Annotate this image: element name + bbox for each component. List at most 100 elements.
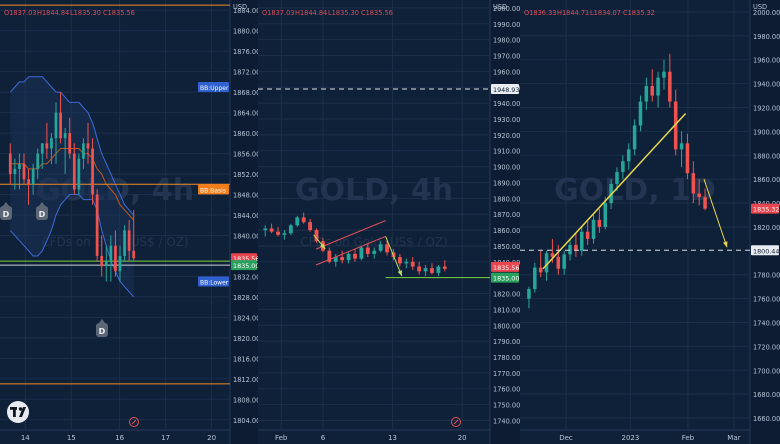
candle-body[interactable] bbox=[31, 168, 35, 185]
ohlc-legend[interactable]: O1837.03 H1844.84 L1835.30 C1835.56 bbox=[262, 9, 393, 17]
candle-body[interactable] bbox=[91, 148, 94, 195]
dividend-marker-icon[interactable]: D bbox=[0, 202, 12, 220]
price-tag[interactable]: 1948.93 bbox=[491, 83, 519, 94]
candle-body[interactable] bbox=[346, 253, 351, 261]
candle-body[interactable] bbox=[436, 266, 441, 273]
candle-body[interactable] bbox=[597, 219, 602, 227]
candle-body[interactable] bbox=[562, 254, 566, 269]
candle-body[interactable] bbox=[45, 143, 49, 149]
candle-body[interactable] bbox=[68, 133, 72, 154]
candle-body[interactable] bbox=[114, 245, 117, 272]
candle-body[interactable] bbox=[104, 261, 108, 267]
candle-body[interactable] bbox=[263, 228, 268, 231]
price-tag[interactable]: 1835.32 bbox=[751, 203, 779, 214]
candle-body[interactable] bbox=[82, 143, 85, 159]
candle-body[interactable] bbox=[86, 143, 90, 149]
ohlc-legend[interactable]: O1836.33 H1844.71 L1834.07 C1835.32 bbox=[524, 9, 655, 17]
trendline[interactable] bbox=[542, 112, 687, 270]
candle-body[interactable] bbox=[50, 138, 53, 149]
price-tag[interactable]: 1800.44 bbox=[751, 245, 779, 256]
candle-body[interactable] bbox=[556, 256, 561, 269]
candle-body[interactable] bbox=[27, 179, 30, 185]
price-axis-bg[interactable] bbox=[490, 0, 520, 444]
indicator-label[interactable]: BB:Lower bbox=[198, 276, 229, 287]
candle-body[interactable] bbox=[95, 194, 99, 256]
price-tag[interactable]: 1835.56 bbox=[491, 261, 519, 272]
candle-body[interactable] bbox=[544, 253, 549, 273]
candle-body[interactable] bbox=[8, 153, 12, 175]
candle-body[interactable] bbox=[378, 244, 383, 251]
candle-body[interactable] bbox=[333, 257, 338, 262]
candle-body[interactable] bbox=[423, 268, 428, 272]
candle-body[interactable] bbox=[77, 158, 81, 190]
candle-body[interactable] bbox=[574, 244, 578, 251]
replay-icon[interactable] bbox=[129, 417, 139, 427]
candle-body[interactable] bbox=[585, 231, 590, 239]
replay-icon[interactable] bbox=[451, 417, 461, 427]
candle-body[interactable] bbox=[59, 112, 62, 139]
ohlc-legend[interactable]: O1837.03 H1844.84 L1835.30 C1835.56 bbox=[4, 9, 135, 17]
candle-body[interactable] bbox=[288, 225, 293, 234]
candle-body[interactable] bbox=[442, 266, 447, 269]
candle-body[interactable] bbox=[626, 149, 631, 162]
candle-body[interactable] bbox=[282, 233, 287, 235]
candle-body[interactable] bbox=[327, 250, 332, 262]
candle-body[interactable] bbox=[276, 231, 280, 235]
candle-body[interactable] bbox=[656, 77, 660, 96]
candle-body[interactable] bbox=[54, 112, 58, 139]
candle-body[interactable] bbox=[538, 267, 543, 273]
dividend-marker-icon[interactable]: D bbox=[36, 202, 48, 220]
candle-body[interactable] bbox=[127, 230, 131, 251]
candle-body[interactable] bbox=[404, 261, 409, 264]
candle-body[interactable] bbox=[372, 250, 377, 254]
tradingview-logo[interactable] bbox=[7, 401, 29, 423]
candle-body[interactable] bbox=[703, 197, 707, 209]
candle-body[interactable] bbox=[397, 257, 402, 264]
candle-body[interactable] bbox=[269, 228, 274, 232]
candle-body[interactable] bbox=[650, 86, 654, 96]
candle-body[interactable] bbox=[417, 266, 422, 272]
candle-body[interactable] bbox=[123, 230, 126, 256]
candle-body[interactable] bbox=[644, 86, 649, 102]
candle-body[interactable] bbox=[591, 219, 596, 239]
candle-body[interactable] bbox=[63, 133, 67, 139]
candle-body[interactable] bbox=[430, 268, 434, 273]
candle-body[interactable] bbox=[340, 257, 345, 261]
candle-body[interactable] bbox=[527, 289, 531, 299]
price-axis-bg[interactable] bbox=[750, 0, 780, 444]
price-tag[interactable]: 1835.00 bbox=[231, 260, 259, 271]
candle-body[interactable] bbox=[295, 217, 300, 226]
candle-body[interactable] bbox=[668, 71, 672, 102]
candle-body[interactable] bbox=[72, 153, 76, 190]
candle-body[interactable] bbox=[308, 222, 313, 231]
candle-body[interactable] bbox=[410, 261, 415, 267]
candle-body[interactable] bbox=[603, 203, 608, 227]
candle-body[interactable] bbox=[685, 143, 690, 174]
candle-body[interactable] bbox=[550, 253, 555, 257]
candle-body[interactable] bbox=[691, 173, 696, 194]
candle-body[interactable] bbox=[18, 163, 21, 169]
candle-body[interactable] bbox=[679, 143, 684, 150]
indicator-label[interactable]: BB:Basis bbox=[198, 184, 229, 195]
channel-upper-line[interactable] bbox=[315, 220, 386, 250]
candle-body[interactable] bbox=[580, 231, 584, 251]
candle-body[interactable] bbox=[353, 253, 357, 259]
candle-body[interactable] bbox=[621, 161, 625, 172]
candle-body[interactable] bbox=[132, 250, 136, 259]
candle-body[interactable] bbox=[40, 143, 44, 154]
price-axis-bg[interactable] bbox=[230, 0, 258, 444]
candle-body[interactable] bbox=[615, 172, 619, 184]
candle-body[interactable] bbox=[314, 230, 319, 242]
chart-panel-right[interactable]: GOLD, 1D 2000.00 1980.00 1960.00 1940.00 1920… bbox=[520, 0, 780, 444]
chart-panel-middle[interactable]: GOLD, 4h CFDs on Gold (US$ / OZ) 2000.00 19… bbox=[258, 0, 520, 444]
candle-body[interactable] bbox=[568, 244, 572, 255]
candle-body[interactable] bbox=[118, 255, 122, 272]
candle-body[interactable] bbox=[100, 255, 104, 267]
candle-body[interactable] bbox=[22, 163, 26, 180]
dividend-marker-icon[interactable]: D bbox=[96, 319, 108, 337]
candle-body[interactable] bbox=[359, 247, 364, 259]
candle-body[interactable] bbox=[638, 101, 643, 126]
candle-body[interactable] bbox=[109, 245, 113, 262]
candle-body[interactable] bbox=[662, 71, 666, 78]
